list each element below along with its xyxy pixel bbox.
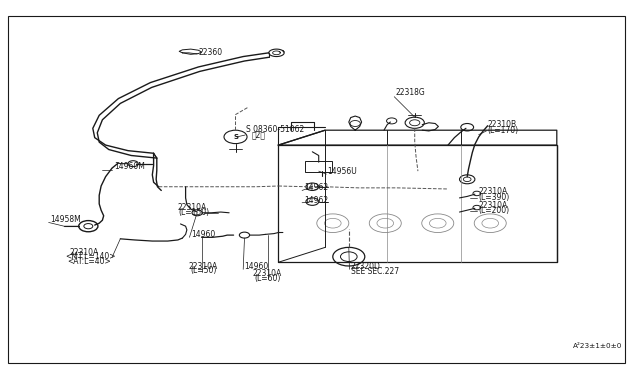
Circle shape: [333, 247, 365, 266]
Text: SEE SEC.227: SEE SEC.227: [351, 267, 399, 276]
Circle shape: [224, 130, 247, 144]
Text: A²23±1±0±0: A²23±1±0±0: [573, 343, 622, 349]
Circle shape: [410, 120, 420, 126]
FancyBboxPatch shape: [305, 161, 332, 172]
Circle shape: [192, 210, 202, 216]
Text: (L=390): (L=390): [479, 193, 510, 202]
Text: 22310A: 22310A: [479, 201, 508, 210]
Circle shape: [128, 161, 138, 167]
Circle shape: [429, 218, 446, 228]
Text: 22360: 22360: [198, 48, 223, 57]
Circle shape: [461, 124, 474, 131]
Text: 14960M: 14960M: [114, 162, 145, 171]
Circle shape: [306, 183, 319, 190]
Circle shape: [340, 252, 357, 262]
Text: S 08360-51062: S 08360-51062: [246, 125, 305, 134]
Text: (L=50): (L=50): [191, 266, 217, 275]
Text: (L=150): (L=150): [178, 208, 209, 217]
Text: 22310A: 22310A: [479, 187, 508, 196]
Circle shape: [79, 221, 98, 232]
Text: <MT:L=140>: <MT:L=140>: [65, 252, 116, 261]
Circle shape: [306, 198, 319, 205]
Circle shape: [422, 214, 454, 232]
Circle shape: [324, 218, 341, 228]
Circle shape: [377, 218, 394, 228]
Circle shape: [474, 214, 506, 232]
Circle shape: [473, 191, 481, 196]
Text: 22320D: 22320D: [351, 262, 381, 271]
Circle shape: [482, 218, 499, 228]
Text: 14960: 14960: [244, 262, 269, 271]
Text: (L=200): (L=200): [479, 206, 510, 215]
Text: 14960: 14960: [191, 230, 215, 239]
Text: 。2）: 。2）: [252, 131, 266, 140]
Text: 22310A: 22310A: [253, 269, 282, 278]
Circle shape: [84, 224, 93, 229]
Text: 14956U: 14956U: [328, 167, 357, 176]
Circle shape: [369, 214, 401, 232]
Circle shape: [239, 232, 250, 238]
Circle shape: [405, 117, 424, 128]
Circle shape: [387, 118, 397, 124]
Text: 22310A: 22310A: [178, 203, 207, 212]
Text: 14962: 14962: [304, 183, 328, 192]
Text: 22310A: 22310A: [69, 248, 99, 257]
Circle shape: [460, 175, 475, 184]
Text: <AT:L=40>: <AT:L=40>: [67, 257, 111, 266]
Text: 14958M: 14958M: [50, 215, 81, 224]
Text: 14962: 14962: [304, 196, 328, 205]
Circle shape: [350, 121, 360, 126]
Circle shape: [463, 177, 471, 182]
Text: 22310B: 22310B: [488, 121, 517, 129]
Circle shape: [317, 214, 349, 232]
Text: (L=60): (L=60): [255, 274, 281, 283]
Text: (L=170): (L=170): [488, 126, 519, 135]
Text: 22310A: 22310A: [189, 262, 218, 271]
Text: S: S: [233, 134, 238, 140]
Circle shape: [473, 205, 481, 210]
Text: 22318G: 22318G: [396, 89, 425, 97]
